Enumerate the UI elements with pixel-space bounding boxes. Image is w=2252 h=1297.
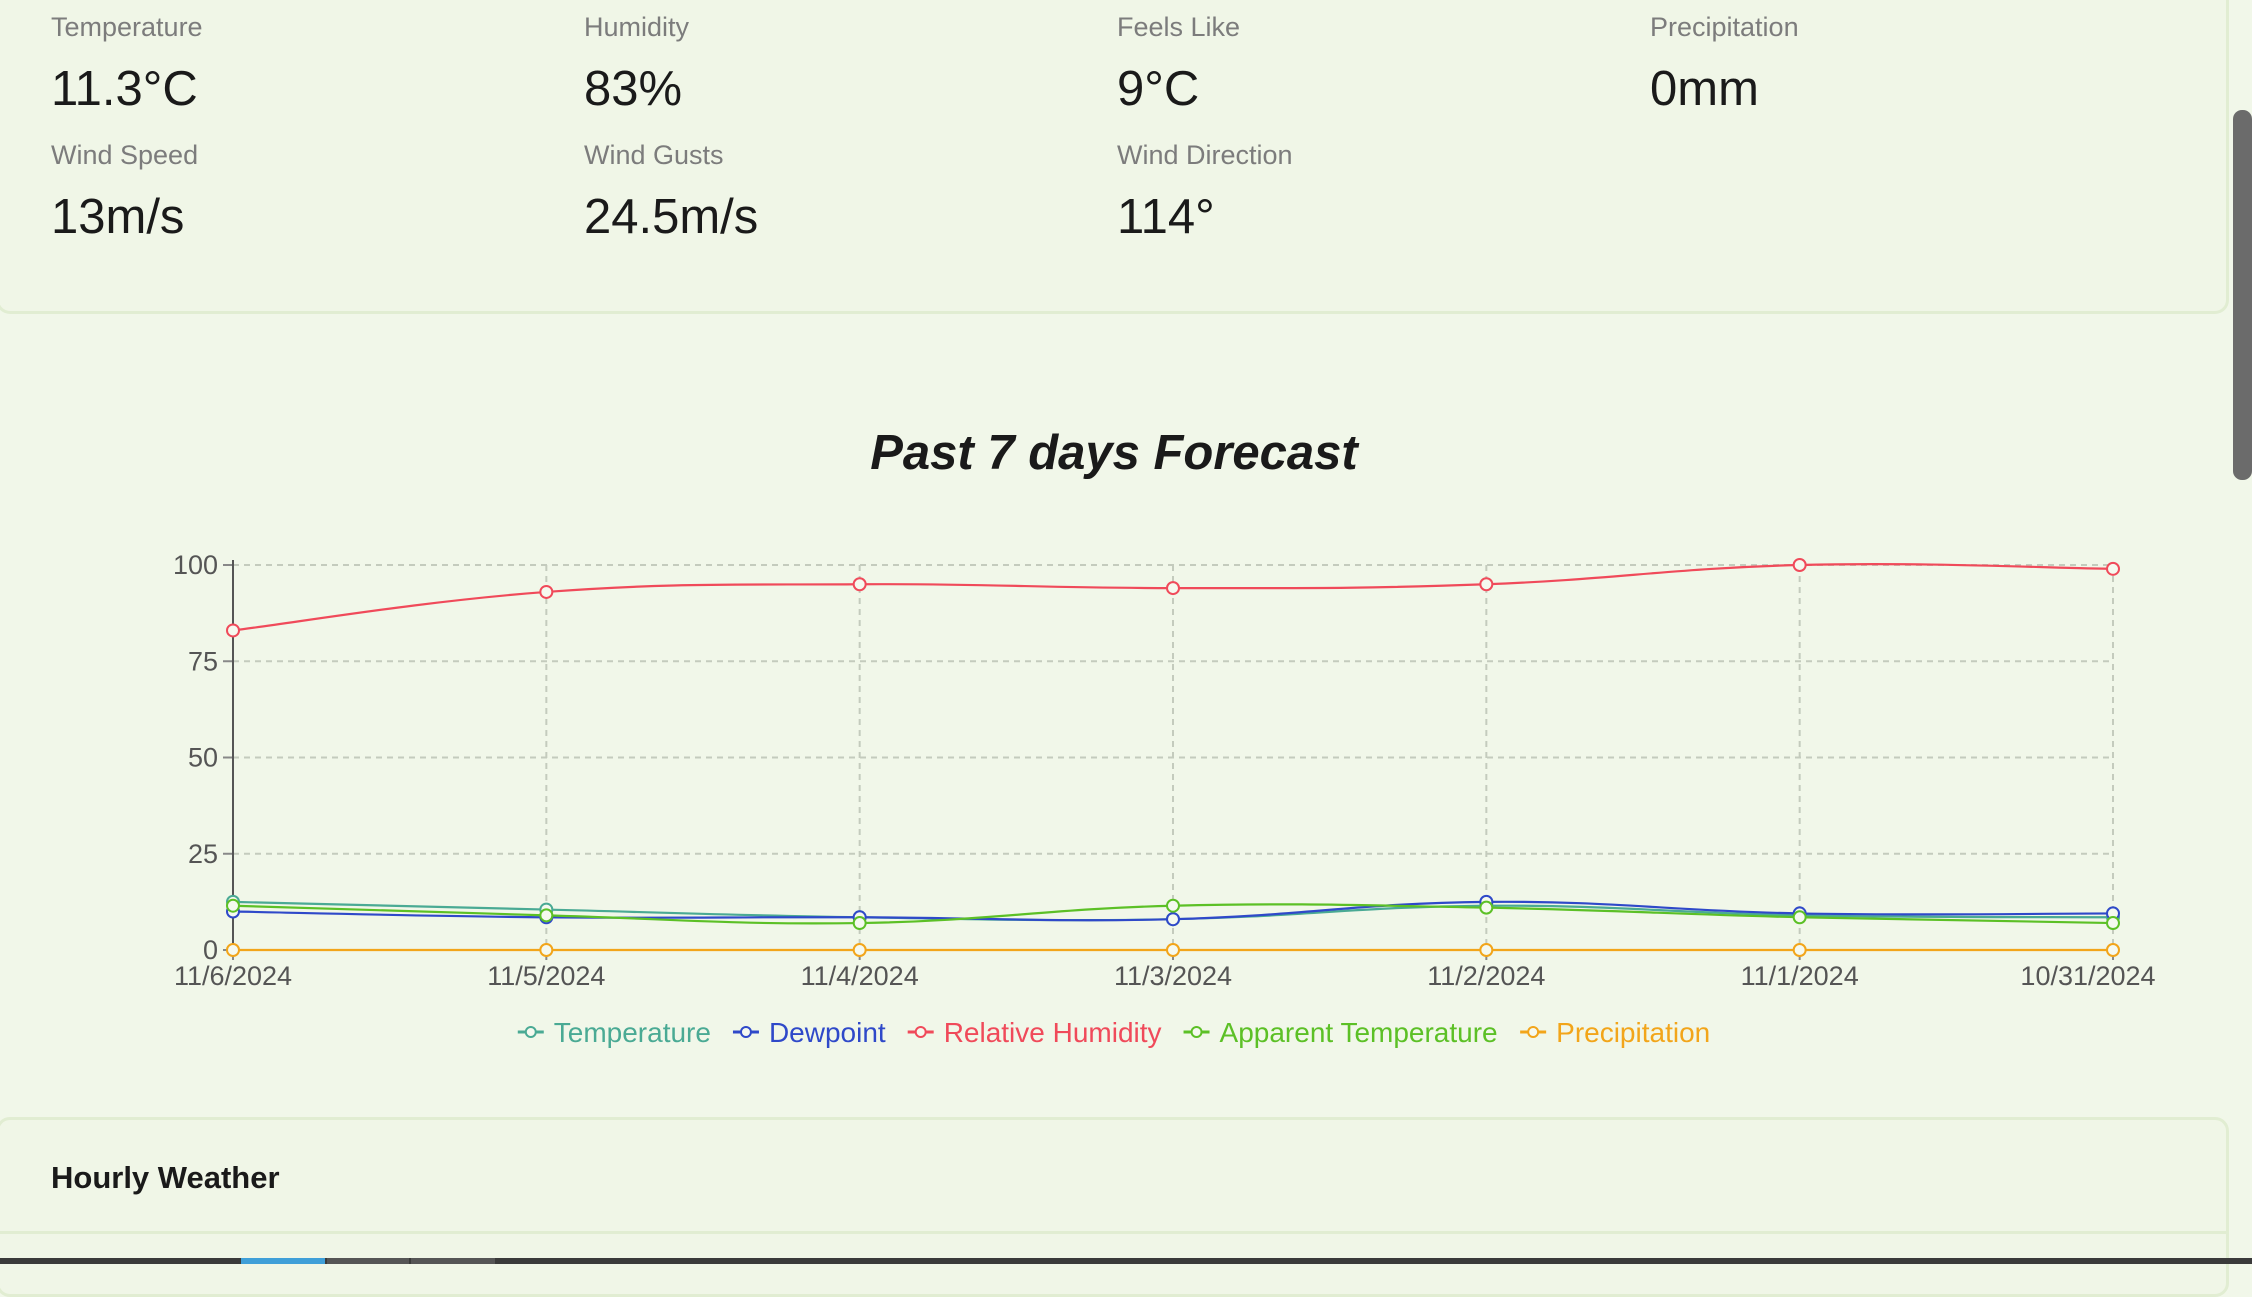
- x-tick-label: 11/5/2024: [487, 961, 605, 991]
- apparent-temperature-point: [852, 916, 867, 931]
- apparent-temperature-point: [1166, 898, 1180, 913]
- humidity-label: Humidity: [584, 12, 690, 42]
- apparent-temperature-point: [2106, 916, 2120, 931]
- relative-humidity-point: [2106, 561, 2120, 576]
- temperature-stat: Temperature 11.3°C: [51, 12, 203, 117]
- precipitation-point: [226, 943, 240, 957]
- wind-gusts-stat: Wind Gusts 24.5m/s: [584, 140, 758, 245]
- y-tick-label: 0: [203, 935, 218, 965]
- precipitation-legend-label: Precipitation: [1556, 1017, 1710, 1048]
- precipitation-stat: Precipitation 0mm: [1650, 12, 1799, 117]
- feels-like-stat: Feels Like 9°C: [1117, 12, 1240, 117]
- y-tick-label: 75: [188, 646, 218, 676]
- precipitation-point: [539, 943, 554, 957]
- relative-humidity-point: [539, 584, 554, 599]
- hourly-weather-card: Hourly Weather: [0, 1117, 2229, 1297]
- y-tick-label: 50: [188, 743, 218, 773]
- x-tick-label: 11/4/2024: [801, 961, 919, 991]
- relative-humidity-point: [226, 623, 240, 638]
- wind-gusts-value: 24.5m/s: [584, 190, 759, 244]
- wind-speed-label: Wind Speed: [51, 140, 199, 170]
- forecast-chart: 0 25 50 75 100 11/6/2024 11/5/2024 11/4/2024 11/…: [173, 550, 2156, 1048]
- dewpoint-legend-marker: [739, 1026, 752, 1038]
- precipitation-point: [1166, 943, 1180, 957]
- wind-speed-value: 13m/s: [51, 190, 185, 244]
- dewpoint-legend-label: Dewpoint: [769, 1017, 886, 1048]
- x-tick-label: 11/1/2024: [1741, 961, 1859, 991]
- precipitation-point: [2106, 943, 2120, 957]
- apparent-temperature-point: [1792, 910, 1807, 925]
- temperature-legend-marker: [524, 1026, 537, 1038]
- dewpoint-point: [1166, 912, 1180, 927]
- hourly-weather-title: Hourly Weather: [51, 1160, 280, 1195]
- apparent-temperature-legend-marker: [1190, 1026, 1203, 1038]
- precipitation-point: [852, 943, 867, 957]
- scrollbar-thumb[interactable]: [2233, 110, 2252, 480]
- bottom-tab[interactable]: [411, 1258, 495, 1264]
- hourly-divider: [0, 1231, 2226, 1234]
- apparent-temperature-point: [1479, 900, 1494, 915]
- precipitation-point: [1792, 943, 1807, 957]
- wind-direction-stat: Wind Direction 114°: [1117, 140, 1293, 245]
- x-tick-label: 11/2/2024: [1427, 961, 1545, 991]
- precipitation-legend-marker: [1527, 1026, 1540, 1038]
- x-tick-label: 11/6/2024: [174, 961, 292, 991]
- humidity-stat: Humidity 83%: [584, 12, 689, 117]
- y-tick-label: 100: [173, 550, 218, 580]
- chart-title: Past 7 days Forecast: [870, 426, 1358, 480]
- relative-humidity-point: [1792, 558, 1807, 572]
- humidity-value: 83%: [584, 62, 683, 116]
- wind-direction-value: 114°: [1117, 190, 1215, 244]
- apparent-temperature-point: [539, 908, 554, 923]
- relative-humidity-legend-marker: [914, 1026, 927, 1038]
- feels-like-label: Feels Like: [1117, 12, 1241, 42]
- feels-like-value: 9°C: [1117, 62, 1200, 116]
- temperature-value: 11.3°C: [51, 62, 198, 116]
- wind-gusts-label: Wind Gusts: [584, 140, 724, 170]
- apparent-temperature-legend-label: Apparent Temperature: [1220, 1017, 1498, 1048]
- apparent-temperature-point: [226, 898, 240, 913]
- x-tick-label: 11/3/2024: [1114, 961, 1232, 991]
- precipitation-label: Precipitation: [1650, 12, 1799, 42]
- wind-speed-stat: Wind Speed 13m/s: [51, 140, 198, 245]
- relative-humidity-point: [1479, 577, 1494, 592]
- current-weather-card: Temperature 11.3°C Humidity 83% Feels Li…: [0, 0, 2229, 314]
- relative-humidity-point: [1166, 581, 1180, 596]
- y-tick-label: 25: [188, 839, 218, 869]
- wind-direction-label: Wind Direction: [1117, 140, 1293, 170]
- relative-humidity-point: [852, 577, 867, 592]
- precipitation-value: 0mm: [1650, 62, 1759, 116]
- precipitation-point: [1479, 943, 1494, 957]
- temperature-label: Temperature: [51, 12, 203, 42]
- x-tick-label: 10/31/2024: [2020, 961, 2155, 991]
- relative-humidity-legend-label: Relative Humidity: [944, 1017, 1162, 1048]
- bottom-tab[interactable]: [327, 1258, 409, 1264]
- bottom-tab-active[interactable]: [241, 1258, 325, 1264]
- bottom-tab-strip: [0, 1258, 2252, 1264]
- temperature-legend-label: Temperature: [554, 1017, 711, 1048]
